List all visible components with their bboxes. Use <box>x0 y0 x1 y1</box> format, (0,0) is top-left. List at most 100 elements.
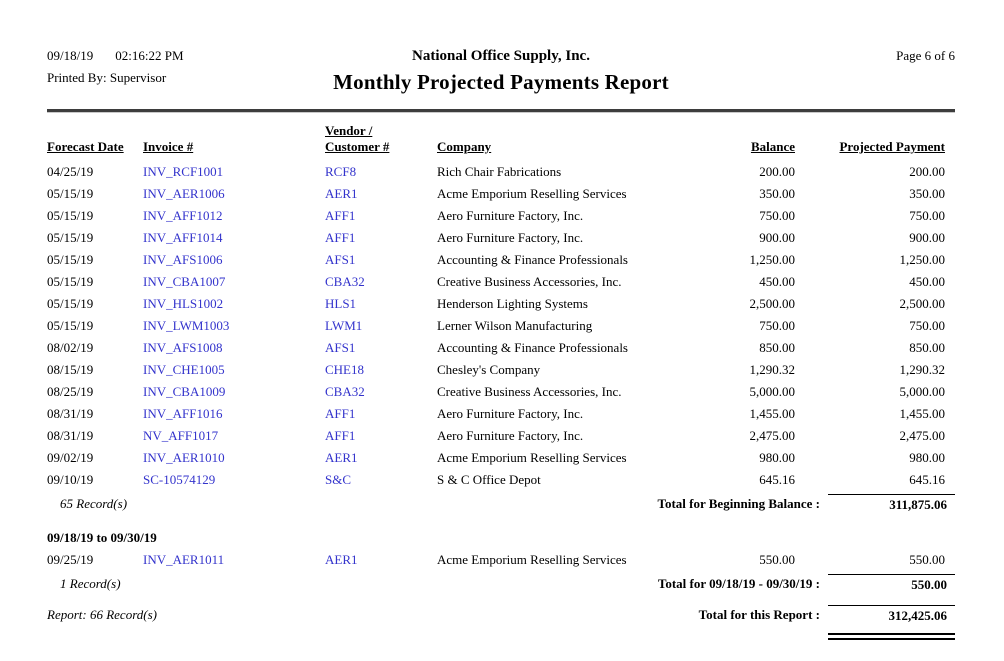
table-header: Vendor / Forecast Date Invoice # Custome… <box>47 123 955 155</box>
invoice-link[interactable]: INV_HLS1002 <box>143 296 224 311</box>
invoice-link[interactable]: INV_CHE1005 <box>143 362 225 377</box>
report-page: 09/18/19 02:16:22 PM National Office Supp… <box>47 48 955 640</box>
report-header-line1: 09/18/19 02:16:22 PM National Office Supp… <box>47 48 955 68</box>
balance-cell: 750.00 <box>759 318 795 333</box>
projected-payment-cell: 2,475.00 <box>899 428 946 443</box>
customer-link[interactable]: AER1 <box>325 186 358 201</box>
company-cell: Aero Furniture Factory, Inc. <box>437 230 584 245</box>
forecast-date-cell: 05/15/19 <box>47 252 94 267</box>
projected-payment-cell: 200.00 <box>909 164 945 179</box>
company-cell: Acme Emporium Reselling Services <box>437 186 627 201</box>
customer-link[interactable]: AER1 <box>325 450 358 465</box>
forecast-date-cell: 05/15/19 <box>47 274 94 289</box>
col-header-balance: Balance <box>750 139 795 154</box>
invoice-link[interactable]: INV_AFF1012 <box>143 208 223 223</box>
customer-link[interactable]: AFF1 <box>325 406 356 421</box>
projected-payment-cell: 5,000.00 <box>899 384 946 399</box>
invoice-link[interactable]: INV_AFS1006 <box>143 252 223 267</box>
invoice-link[interactable]: INV_AER1006 <box>143 186 225 201</box>
customer-link[interactable]: AFS1 <box>325 252 356 267</box>
customer-link[interactable]: CBA32 <box>325 384 365 399</box>
customer-link[interactable]: HLS1 <box>325 296 357 311</box>
company-cell: Creative Business Accessories, Inc. <box>437 274 622 289</box>
projected-payment-cell: 350.00 <box>909 186 945 201</box>
table-row: 05/15/19 INV_AFF1014 AFF1 Aero Furniture… <box>47 227 955 249</box>
invoice-link[interactable]: SC-10574129 <box>143 472 216 487</box>
forecast-date-cell: 08/25/19 <box>47 384 94 399</box>
table-row: 08/02/19 INV_AFS1008 AFS1 Accounting & F… <box>47 337 955 359</box>
report-record-count: Report: 66 Record(s) <box>47 607 157 622</box>
printed-by: Printed By: Supervisor <box>47 70 167 85</box>
report-total-label: Total for this Report : <box>698 607 820 622</box>
customer-link[interactable]: LWM1 <box>325 318 363 333</box>
balance-cell: 350.00 <box>759 186 795 201</box>
invoice-link[interactable]: INV_AER1011 <box>143 552 225 567</box>
forecast-date-cell: 09/25/19 <box>47 552 94 567</box>
table-row: 05/15/19 INV_CBA1007 CBA32 Creative Busi… <box>47 271 955 293</box>
invoice-link[interactable]: INV_AFF1016 <box>143 406 223 421</box>
table-row: 05/15/19 INV_AFF1012 AFF1 Aero Furniture… <box>47 205 955 227</box>
invoice-link[interactable]: INV_AFF1014 <box>143 230 223 245</box>
customer-link[interactable]: AFF1 <box>325 428 356 443</box>
section2-totals: 1 Record(s) Total for 09/18/19 - 09/30/1… <box>47 574 955 593</box>
balance-cell: 450.00 <box>759 274 795 289</box>
balance-cell: 750.00 <box>759 208 795 223</box>
table-row: 05/15/19 INV_LWM1003 LWM1 Lerner Wilson … <box>47 315 955 337</box>
projected-payment-cell: 550.00 <box>909 552 945 567</box>
table-row: 09/25/19 INV_AER1011 AER1 Acme Emporium … <box>47 549 955 571</box>
invoice-link[interactable]: INV_AER1010 <box>143 450 225 465</box>
rows-section-1: 04/25/19 INV_RCF1001 RCF8 Rich Chair Fab… <box>47 161 955 491</box>
table-row: 05/15/19 INV_HLS1002 HLS1 Henderson Ligh… <box>47 293 955 315</box>
projected-payment-cell: 450.00 <box>909 274 945 289</box>
col-header-forecast-date: Forecast Date <box>47 139 124 154</box>
balance-cell: 200.00 <box>759 164 795 179</box>
company-cell: Aero Furniture Factory, Inc. <box>437 208 584 223</box>
col-header-projected-payment: Projected Payment <box>839 139 945 154</box>
invoice-link[interactable]: INV_LWM1003 <box>143 318 230 333</box>
balance-cell: 2,500.00 <box>749 296 796 311</box>
projected-payment-cell: 980.00 <box>909 450 945 465</box>
report-title: Monthly Projected Payments Report <box>333 70 669 94</box>
table-row: 08/31/19 INV_AFF1016 AFF1 Aero Furniture… <box>47 403 955 425</box>
invoice-link[interactable]: NV_AFF1017 <box>143 428 219 443</box>
report-total-value: 312,425.06 <box>828 605 955 624</box>
col-header-customer: Customer # <box>325 139 390 154</box>
balance-cell: 900.00 <box>759 230 795 245</box>
projected-payment-cell: 750.00 <box>909 208 945 223</box>
invoice-link[interactable]: INV_CBA1007 <box>143 274 226 289</box>
customer-link[interactable]: RCF8 <box>325 164 357 179</box>
customer-link[interactable]: S&C <box>325 472 352 487</box>
company-cell: Acme Emporium Reselling Services <box>437 552 627 567</box>
report-totals: Report: 66 Record(s) Total for this Repo… <box>47 605 955 624</box>
forecast-date-cell: 04/25/19 <box>47 164 94 179</box>
projected-payment-cell: 1,455.00 <box>899 406 946 421</box>
company-cell: Acme Emporium Reselling Services <box>437 450 627 465</box>
report-total-double-rule <box>828 633 955 640</box>
customer-link[interactable]: CHE18 <box>325 362 364 377</box>
balance-cell: 5,000.00 <box>749 384 796 399</box>
table-row: 04/25/19 INV_RCF1001 RCF8 Rich Chair Fab… <box>47 161 955 183</box>
company-cell: Lerner Wilson Manufacturing <box>437 318 593 333</box>
invoice-link[interactable]: INV_RCF1001 <box>143 164 224 179</box>
section1-total-value: 311,875.06 <box>828 494 955 513</box>
section1-totals: 65 Record(s) Total for Beginning Balance… <box>47 494 955 513</box>
print-datetime: 09/18/19 02:16:22 PM <box>47 48 184 64</box>
customer-link[interactable]: AFF1 <box>325 230 356 245</box>
balance-cell: 550.00 <box>759 552 795 567</box>
invoice-link[interactable]: INV_CBA1009 <box>143 384 226 399</box>
table-row: 08/31/19 NV_AFF1017 AFF1 Aero Furniture … <box>47 425 955 447</box>
balance-cell: 1,455.00 <box>749 406 796 421</box>
page-number: Page 6 of 6 <box>896 48 955 63</box>
invoice-link[interactable]: INV_AFS1008 <box>143 340 223 355</box>
projected-payment-cell: 750.00 <box>909 318 945 333</box>
customer-link[interactable]: AFS1 <box>325 340 356 355</box>
customer-link[interactable]: AFF1 <box>325 208 356 223</box>
forecast-date-cell: 05/15/19 <box>47 230 94 245</box>
forecast-date-cell: 05/15/19 <box>47 318 94 333</box>
customer-link[interactable]: AER1 <box>325 552 358 567</box>
forecast-date-cell: 05/15/19 <box>47 208 94 223</box>
customer-link[interactable]: CBA32 <box>325 274 365 289</box>
section1-total-label: Total for Beginning Balance : <box>657 496 820 511</box>
projected-payment-cell: 2,500.00 <box>899 296 946 311</box>
section1-record-count: 65 Record(s) <box>60 496 128 511</box>
